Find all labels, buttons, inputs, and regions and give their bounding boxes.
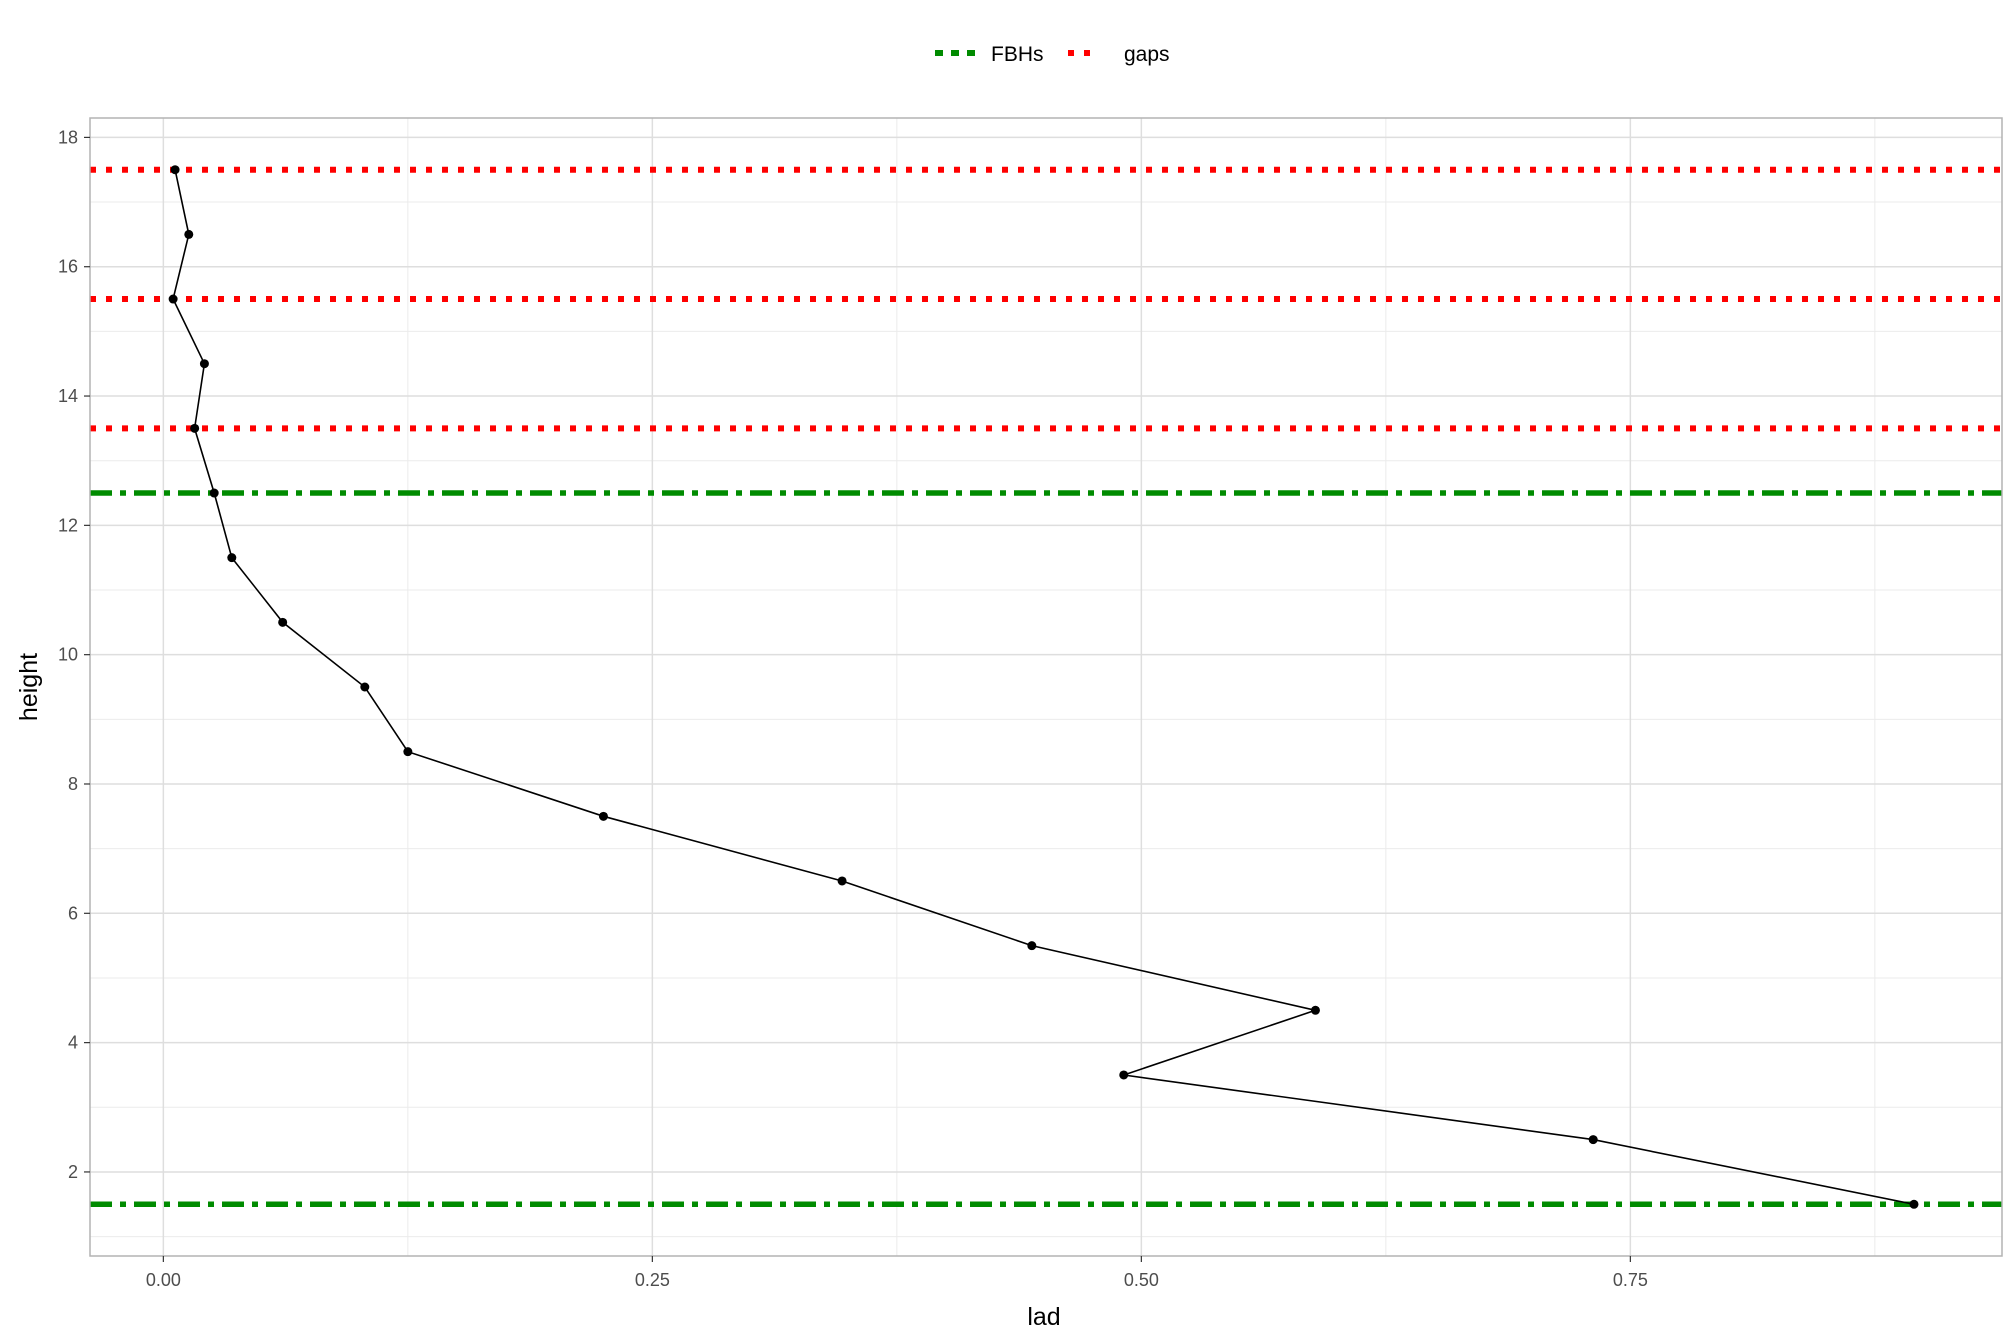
y-tick-label: 18 [58,127,78,147]
x-axis-title: lad [1027,1303,1060,1331]
y-tick-label: 16 [58,257,78,277]
y-axis-ticks: 2 4 6 8 10 12 14 16 18 [58,127,90,1182]
data-point [1119,1070,1129,1080]
data-point [1909,1199,1919,1209]
data-point [1588,1135,1598,1145]
data-point [278,617,288,627]
minor-gridlines [90,118,2002,1256]
x-tick-label: 0.75 [1613,1270,1648,1290]
legend-label-gaps: gaps [1124,43,1170,66]
data-point [190,423,200,433]
y-axis-title: height [15,653,43,721]
data-point [209,488,219,498]
data-point [184,229,194,239]
y-tick-label: 12 [58,515,78,535]
data-point [1310,1005,1320,1015]
y-tick-label: 2 [68,1162,78,1182]
major-gridlines [90,118,2002,1256]
data-point [1027,941,1037,951]
data-point [227,553,237,563]
data-point [199,359,209,369]
panel-border [89,117,2003,1257]
data-point [837,876,847,886]
y-tick-label: 4 [68,1033,78,1053]
reference-lines [90,166,2002,1208]
legend: FBHs gaps [935,43,1170,66]
x-tick-label: 0.25 [635,1270,670,1290]
series-layer [168,165,1919,1209]
x-tick-label: 0.00 [146,1270,181,1290]
y-tick-label: 10 [58,645,78,665]
data-point [170,165,180,175]
data-point [598,811,608,821]
data-point [168,294,178,304]
y-tick-label: 8 [68,774,78,794]
legend-label-fbhs: FBHs [991,43,1044,66]
data-point [403,747,413,757]
y-tick-label: 14 [58,386,78,406]
y-tick-label: 6 [68,903,78,923]
x-tick-label: 0.50 [1124,1270,1159,1290]
x-axis-ticks: 0.00 0.25 0.50 0.75 [146,1256,1648,1290]
data-point [360,682,370,692]
